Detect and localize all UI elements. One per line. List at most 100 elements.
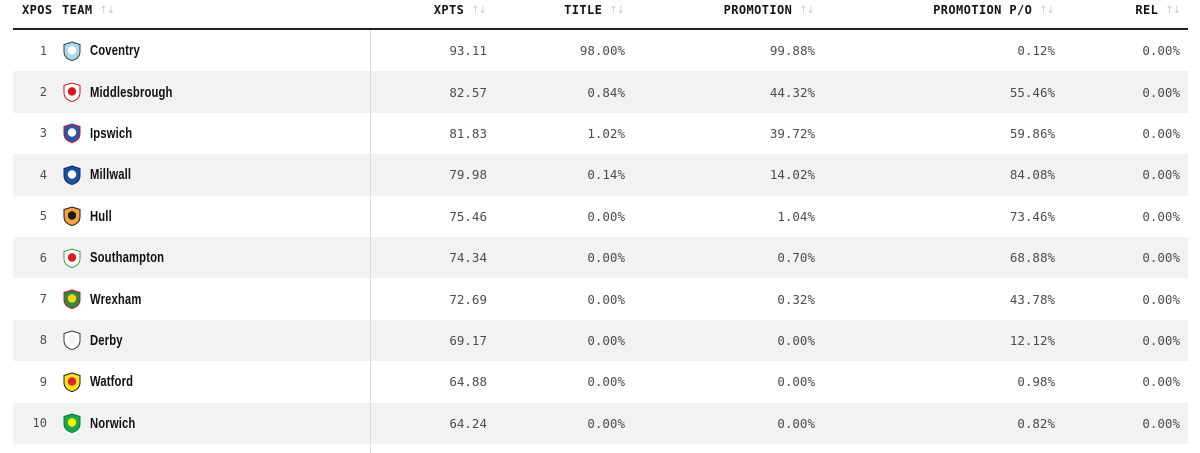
team-badge-icon: [62, 206, 82, 227]
rel-cell: 0.00%: [1142, 332, 1180, 348]
xpos-cell: 6: [39, 250, 47, 265]
xpos-cell: 8: [39, 333, 47, 348]
promotion-po-cell: 59.86%: [1009, 125, 1055, 141]
rel-cell: 0.00%: [1142, 374, 1180, 390]
team-name: Hull: [90, 207, 112, 225]
title-cell: 98.00%: [579, 43, 625, 59]
promotion-po-cell: 55.46%: [1009, 84, 1055, 100]
sort-icon[interactable]: ↑↓: [99, 5, 116, 16]
xpos-cell: 9: [39, 374, 47, 389]
team-badge-icon: [62, 82, 82, 103]
promotion-po-cell: 84.08%: [1009, 167, 1055, 183]
promotion-cell: 1.04%: [777, 208, 815, 224]
team-badge-icon: [62, 248, 82, 268]
table-row: 1 Coventry 93.11 98.00% 99.88% 0.12% 0.0…: [13, 30, 1188, 72]
column-label-title: TITLE: [564, 3, 603, 17]
column-label-team: TEAM: [62, 3, 93, 17]
xpos-cell: 5: [39, 209, 47, 224]
table-row: 2 Middlesbrough 82.57 0.84% 44.32% 55.46…: [13, 71, 1188, 113]
partial-row: [13, 443, 1188, 453]
table-header-row: XPOS TEAM ↑↓ XPTS ↑↓ TITLE ↑↓ PROMOTION …: [13, 0, 1188, 30]
title-cell: 0.00%: [587, 374, 625, 390]
promotion-po-cell: 43.78%: [1009, 291, 1055, 307]
sort-icon[interactable]: ↑↓: [1165, 5, 1181, 16]
team-cell: Ipswich: [48, 123, 370, 144]
column-label-xpts: XPTS: [433, 3, 465, 17]
xpts-cell: 75.46: [370, 195, 490, 237]
team-name: Coventry: [90, 42, 140, 60]
team-badge-icon: [62, 413, 82, 434]
xpos-cell: 2: [39, 85, 47, 100]
team-badge-icon: [62, 289, 82, 310]
rel-cell: 0.00%: [1142, 250, 1180, 266]
table-row: 10 Norwich 64.24 0.00% 0.00% 0.82% 0.00%: [13, 402, 1188, 444]
team-name: Norwich: [90, 414, 136, 432]
column-header-team[interactable]: TEAM ↑↓: [48, 0, 370, 17]
team-badge-icon: [62, 372, 82, 392]
team-name: Southampton: [90, 249, 165, 267]
title-cell: 0.00%: [587, 291, 625, 307]
xpos-cell: 3: [39, 126, 47, 141]
column-header-xpos[interactable]: XPOS: [22, 3, 53, 17]
column-label-promotion-po: PROMOTION P/O: [933, 3, 1033, 17]
promotion-po-cell: 0.98%: [1017, 374, 1055, 390]
table-row: 6 Southampton 74.34 0.00% 0.70% 68.88% 0…: [13, 236, 1188, 279]
team-cell: Hull: [48, 206, 370, 227]
xpts-cell: 93.11: [370, 30, 490, 72]
team-name: Derby: [90, 331, 123, 349]
sort-icon[interactable]: ↑↓: [609, 5, 625, 16]
promotion-po-cell: 68.88%: [1009, 250, 1055, 266]
xpos-cell: 10: [32, 416, 47, 431]
promotion-cell: 39.72%: [769, 125, 815, 141]
promotion-po-cell: 12.12%: [1009, 332, 1055, 348]
team-cell: Millwall: [48, 165, 370, 185]
team-name: Wrexham: [90, 290, 142, 308]
xpts-cell: 64.24: [370, 402, 490, 444]
column-header-title[interactable]: TITLE ↑↓: [490, 0, 628, 17]
column-header-promotion-po[interactable]: PROMOTION P/O ↑↓: [818, 0, 1058, 17]
rel-cell: 0.00%: [1142, 415, 1180, 431]
table-row: 9 Watford 64.88 0.00% 0.00% 0.98% 0.00%: [13, 361, 1188, 403]
promotion-po-cell: 0.12%: [1017, 43, 1055, 59]
team-cell: Watford: [48, 372, 370, 392]
team-name: Millwall: [90, 166, 132, 184]
promotion-cell: 0.70%: [777, 250, 815, 266]
xpos-cell: 1: [39, 43, 47, 58]
team-cell: Wrexham: [48, 289, 370, 310]
column-label-rel: REL: [1135, 3, 1159, 17]
column-header-promotion[interactable]: PROMOTION ↑↓: [628, 0, 818, 17]
promotion-cell: 0.00%: [777, 332, 815, 348]
team-name: Ipswich: [90, 124, 133, 142]
title-cell: 0.00%: [587, 332, 625, 348]
team-badge-icon: [62, 41, 82, 61]
team-cell: Derby: [48, 330, 370, 351]
promotion-cell: 99.88%: [769, 43, 815, 59]
xpts-cell: 74.34: [370, 236, 490, 279]
promotion-cell: 14.02%: [769, 167, 815, 183]
title-cell: 0.84%: [587, 84, 625, 100]
promotion-cell: 0.00%: [777, 415, 815, 431]
xpos-cell: 7: [39, 292, 47, 307]
team-name: Watford: [90, 373, 134, 391]
xpos-cell: 4: [39, 167, 47, 182]
table-row: 3 Ipswich 81.83 1.02% 39.72% 59.86% 0.00…: [13, 112, 1188, 155]
sort-icon[interactable]: ↑↓: [799, 5, 815, 16]
table-row: 8 Derby 69.17 0.00% 0.00% 12.12% 0.00%: [13, 319, 1188, 362]
standings-table: XPOS TEAM ↑↓ XPTS ↑↓ TITLE ↑↓ PROMOTION …: [13, 0, 1188, 453]
promotion-cell: 0.32%: [777, 291, 815, 307]
rel-cell: 0.00%: [1142, 208, 1180, 224]
title-cell: 0.00%: [587, 208, 625, 224]
title-cell: 0.00%: [587, 415, 625, 431]
team-badge-icon: [62, 330, 82, 351]
title-cell: 0.14%: [587, 167, 625, 183]
promotion-po-cell: 0.82%: [1017, 415, 1055, 431]
rel-cell: 0.00%: [1142, 291, 1180, 307]
xpts-cell: 79.98: [370, 154, 490, 196]
promotion-po-cell: 73.46%: [1009, 208, 1055, 224]
sort-icon[interactable]: ↑↓: [471, 5, 487, 16]
sort-icon[interactable]: ↑↓: [1039, 5, 1055, 16]
column-header-xpts[interactable]: XPTS ↑↓: [370, 0, 490, 17]
team-badge-icon: [62, 123, 82, 144]
column-header-rel[interactable]: REL ↑↓: [1058, 0, 1188, 17]
rel-cell: 0.00%: [1142, 84, 1180, 100]
